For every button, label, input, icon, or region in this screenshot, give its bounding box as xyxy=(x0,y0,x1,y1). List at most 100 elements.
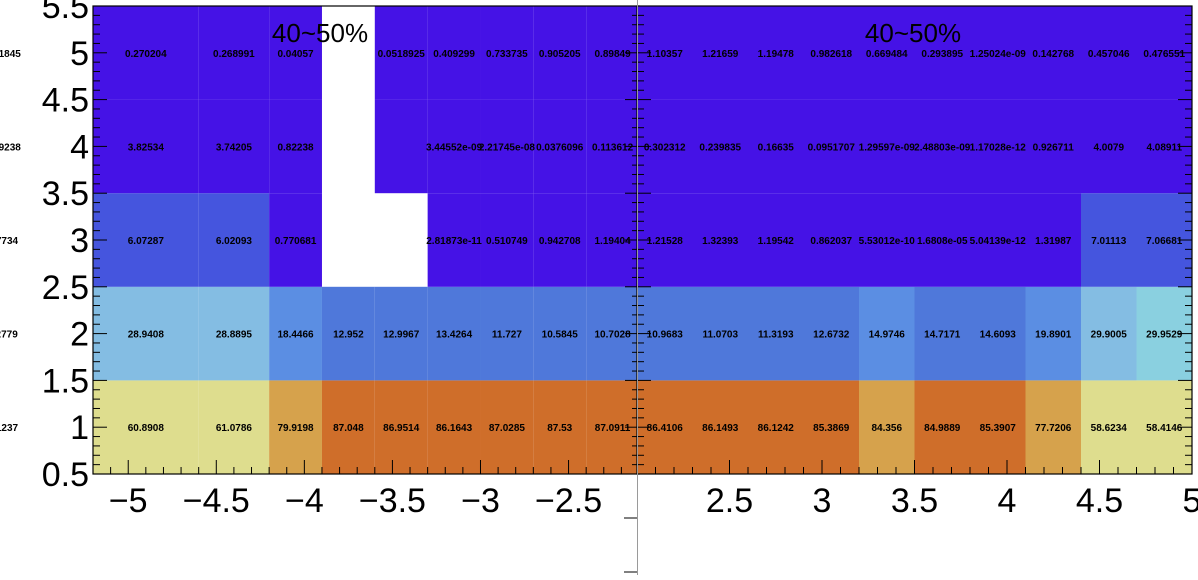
heatmap-cell xyxy=(93,286,199,381)
cell-value-label: 0.409299 xyxy=(433,49,475,60)
heatmap-cell xyxy=(198,380,270,474)
heatmap-cell xyxy=(93,6,199,100)
cell-value-label: 0.268991 xyxy=(213,49,255,60)
heatmap-cell xyxy=(692,286,748,381)
heatmap-cell xyxy=(692,380,748,474)
cell-value-label: 2.21745e-08 xyxy=(479,142,536,153)
heatmap-cell xyxy=(93,380,199,474)
heatmap-cell xyxy=(269,193,322,287)
cell-value-label: 0.0518925 xyxy=(378,49,426,60)
heatmap-cell xyxy=(914,6,970,100)
heatmap-cell xyxy=(859,193,915,287)
cell-value-label: 10.7028 xyxy=(595,330,632,341)
cell-value-label: 1.25024e-09 xyxy=(970,49,1027,60)
y-tick-label: 2.5 xyxy=(42,269,89,307)
heatmap-cell xyxy=(480,193,534,287)
heatmap-cell xyxy=(533,380,587,474)
cell-value-label: 11.3193 xyxy=(758,330,794,341)
cell-value-label: 18.4466 xyxy=(277,330,314,341)
cell-value-label: 0.82238 xyxy=(277,142,314,153)
x-tick-label: 5 xyxy=(1183,482,1198,520)
cell-value-label: 10.9683 xyxy=(647,330,684,341)
cell-value-label: 0.149238 xyxy=(0,142,21,153)
heatmap-cell xyxy=(374,286,428,381)
cell-value-label: 0.942708 xyxy=(539,236,581,247)
cell-value-label: 0.142768 xyxy=(1032,49,1074,60)
heatmap-cell xyxy=(803,99,859,194)
cell-value-label: 0.926711 xyxy=(1033,142,1075,153)
heatmap-cell xyxy=(1081,286,1137,381)
cell-value-label: 1.17028e-12 xyxy=(970,142,1027,153)
cell-value-label: 0.0951707 xyxy=(808,142,856,153)
heatmap-cell xyxy=(970,286,1026,381)
cell-value-label: 12.952 xyxy=(333,330,364,341)
cell-value-label: 60.8908 xyxy=(128,423,165,434)
cell-value-label: 29.9005 xyxy=(1091,330,1128,341)
heatmap-cell xyxy=(914,99,970,194)
heatmap-cell xyxy=(427,380,481,474)
y-tick-label: 1 xyxy=(70,409,89,447)
cell-value-label: 84.356 xyxy=(871,423,902,434)
heatmap-cell xyxy=(1025,380,1081,474)
heatmap-cell xyxy=(970,380,1026,474)
heatmap-cell xyxy=(914,380,970,474)
x-tick-label: −4.5 xyxy=(183,482,250,520)
cell-value-label: 1.10357 xyxy=(647,49,684,60)
cell-value-label: 7.01113 xyxy=(1091,236,1126,247)
heatmap-cell xyxy=(1081,193,1137,287)
y-tick-label: 3.5 xyxy=(42,175,89,213)
cell-value-label: 0.770681 xyxy=(275,236,317,247)
cell-value-label: 0.270204 xyxy=(125,49,167,60)
cell-value-label: 14.6093 xyxy=(980,330,1017,341)
cell-value-label: 87.048 xyxy=(333,423,364,434)
cell-value-label: 0.733735 xyxy=(486,49,528,60)
heatmap-cell xyxy=(1081,6,1137,100)
heatmap-cell xyxy=(803,380,859,474)
cell-value-label: 10.5845 xyxy=(542,330,579,341)
y-tick-label: 2 xyxy=(70,316,89,354)
heatmap-cell xyxy=(692,193,748,287)
heatmap-cell xyxy=(321,380,375,474)
x-tick-label: 3.5 xyxy=(891,482,938,520)
cell-value-label: 86.1493 xyxy=(702,423,739,434)
cell-value-label: 1.31987 xyxy=(1035,236,1072,247)
cell-value-label: 3.74205 xyxy=(216,142,253,153)
heatmap-cell xyxy=(427,99,481,194)
heatmap-cell xyxy=(533,193,587,287)
cell-value-label: 11.2779 xyxy=(0,330,18,341)
heatmap-cell xyxy=(269,6,322,100)
heatmap-cell xyxy=(93,193,199,287)
heatmap-cell xyxy=(914,193,970,287)
y-tick-label: 0.5 xyxy=(42,456,89,494)
cell-value-label: 14.7171 xyxy=(924,330,961,341)
cell-value-label: 0.04057 xyxy=(277,49,314,60)
cell-value-label: 3.82534 xyxy=(128,142,165,153)
cell-value-label: 79.9198 xyxy=(277,423,314,434)
y-tick-label: 4 xyxy=(70,128,89,166)
cell-value-label: 0.669484 xyxy=(866,49,908,60)
cell-value-label: 58.6234 xyxy=(1091,423,1128,434)
right-panel-title: 40~50% xyxy=(865,18,961,48)
heatmap-cell xyxy=(480,6,534,100)
cell-value-label: 28.8895 xyxy=(216,330,253,341)
heatmap-cell xyxy=(1081,380,1137,474)
cell-value-label: 0.302312 xyxy=(644,142,686,153)
cell-value-label: 1.19542 xyxy=(758,236,795,247)
left-panel-title: 40~50% xyxy=(272,18,368,48)
cell-value-label: 14.9746 xyxy=(869,330,906,341)
heatmap-cell xyxy=(480,380,534,474)
cell-value-label: 85.3907 xyxy=(980,423,1017,434)
heatmap-cell xyxy=(859,286,915,381)
heatmap-cell xyxy=(1025,286,1081,381)
heatmap-cell xyxy=(427,193,481,287)
heatmap-cell xyxy=(1025,193,1081,287)
heatmap-cell xyxy=(748,286,804,381)
heatmap-cell xyxy=(269,99,322,194)
heatmap-cell xyxy=(269,380,322,474)
cell-value-label: 0.0376096 xyxy=(536,142,584,153)
heatmap-cell xyxy=(748,380,804,474)
x-tick-label: −2.5 xyxy=(535,482,602,520)
cell-value-label: 2.81873e-11 xyxy=(426,236,482,247)
